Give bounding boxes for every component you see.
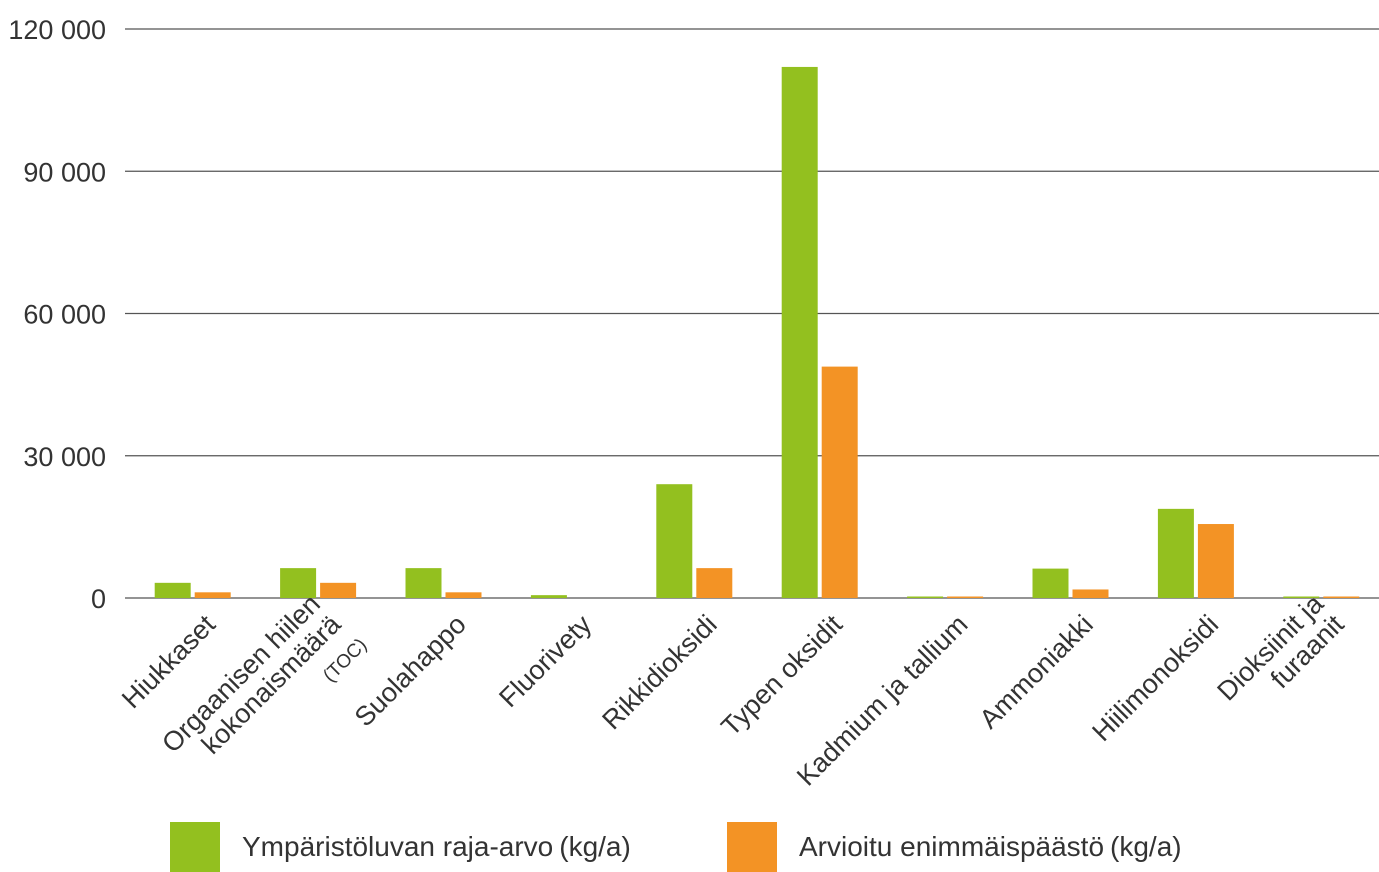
bar xyxy=(405,568,442,598)
x-tick-line: Typen oksidit xyxy=(715,609,848,742)
bar xyxy=(1197,524,1234,598)
x-tick-text: Rikkidioksidi xyxy=(596,609,722,735)
x-tick-text: Typen oksidit xyxy=(715,609,848,742)
bar xyxy=(947,596,984,598)
bar xyxy=(445,592,482,598)
y-tick-label: 90 000 xyxy=(23,157,106,187)
x-tick-label: Ammoniakki xyxy=(974,609,1099,734)
x-tick-label: Suolahappo xyxy=(349,609,472,732)
bar xyxy=(154,582,191,598)
bar xyxy=(1157,508,1194,598)
x-tick-label: Typen oksidit xyxy=(715,609,848,742)
legend-unit-limit: (kg/a) xyxy=(559,831,631,862)
bar xyxy=(320,582,357,598)
bars xyxy=(154,66,1360,598)
y-tick-label: 30 000 xyxy=(23,442,106,472)
legend-item-limit: Ympäristöluvan raja-arvo (kg/a) xyxy=(170,822,631,872)
x-tick-text: Suolahappo xyxy=(349,609,472,732)
legend-unit-estimate: (kg/a) xyxy=(1110,831,1182,862)
bar xyxy=(1032,568,1069,598)
x-tick-line: Ammoniakki xyxy=(974,609,1099,734)
x-tick-label: Orgaanisen hiilenkokonaismäärä(TOC) xyxy=(156,588,371,779)
y-tick-label: 120 000 xyxy=(8,15,106,45)
legend-item-estimate: Arvioitu enimmäispäästö (kg/a) xyxy=(727,822,1182,872)
x-tick-text: Fluorivety xyxy=(493,609,597,713)
x-tick-line: Fluorivety xyxy=(493,609,597,713)
bar xyxy=(696,568,733,598)
y-tick-label: 0 xyxy=(91,584,106,614)
x-tick-line: Suolahappo xyxy=(349,609,472,732)
x-tick-text: Orgaanisen hiilenkokonaismäärä xyxy=(156,588,347,779)
bar xyxy=(907,596,944,598)
x-tick-label: Hiilimonoksidi xyxy=(1086,609,1224,747)
x-tick-text: Hiilimonoksidi xyxy=(1086,609,1224,747)
x-tick-text: Ammoniakki xyxy=(974,609,1099,734)
legend-swatch-limit xyxy=(170,822,220,872)
bar xyxy=(194,592,231,598)
bar xyxy=(1283,596,1320,598)
bar xyxy=(1072,589,1109,598)
y-tick-label: 60 000 xyxy=(23,300,106,330)
bar-chart: 0 30 000 60 000 90 000 120 000 HiukkasetOrga… xyxy=(8,15,1379,792)
bar xyxy=(530,595,567,598)
bar xyxy=(781,66,818,598)
bar xyxy=(1323,596,1360,598)
x-tick-label: Rikkidioksidi xyxy=(596,609,722,735)
bar xyxy=(280,568,317,598)
legend-swatch-estimate xyxy=(727,822,777,872)
bar xyxy=(656,484,693,598)
x-tick-line: Rikkidioksidi xyxy=(596,609,722,735)
bar xyxy=(821,366,858,598)
x-tick-label: Fluorivety xyxy=(493,609,597,713)
y-axis-ticks: 0 30 000 60 000 90 000 120 000 xyxy=(8,15,106,614)
x-tick-label: Dioksiinit jafuraanit xyxy=(1211,588,1350,727)
legend-label-limit: Ympäristöluvan raja-arvo xyxy=(242,831,554,862)
x-tick-text: Dioksiinit jafuraanit xyxy=(1211,588,1350,727)
legend-label-estimate: Arvioitu enimmäispäästö xyxy=(799,831,1105,862)
x-tick-line: Hiilimonoksidi xyxy=(1086,609,1224,747)
